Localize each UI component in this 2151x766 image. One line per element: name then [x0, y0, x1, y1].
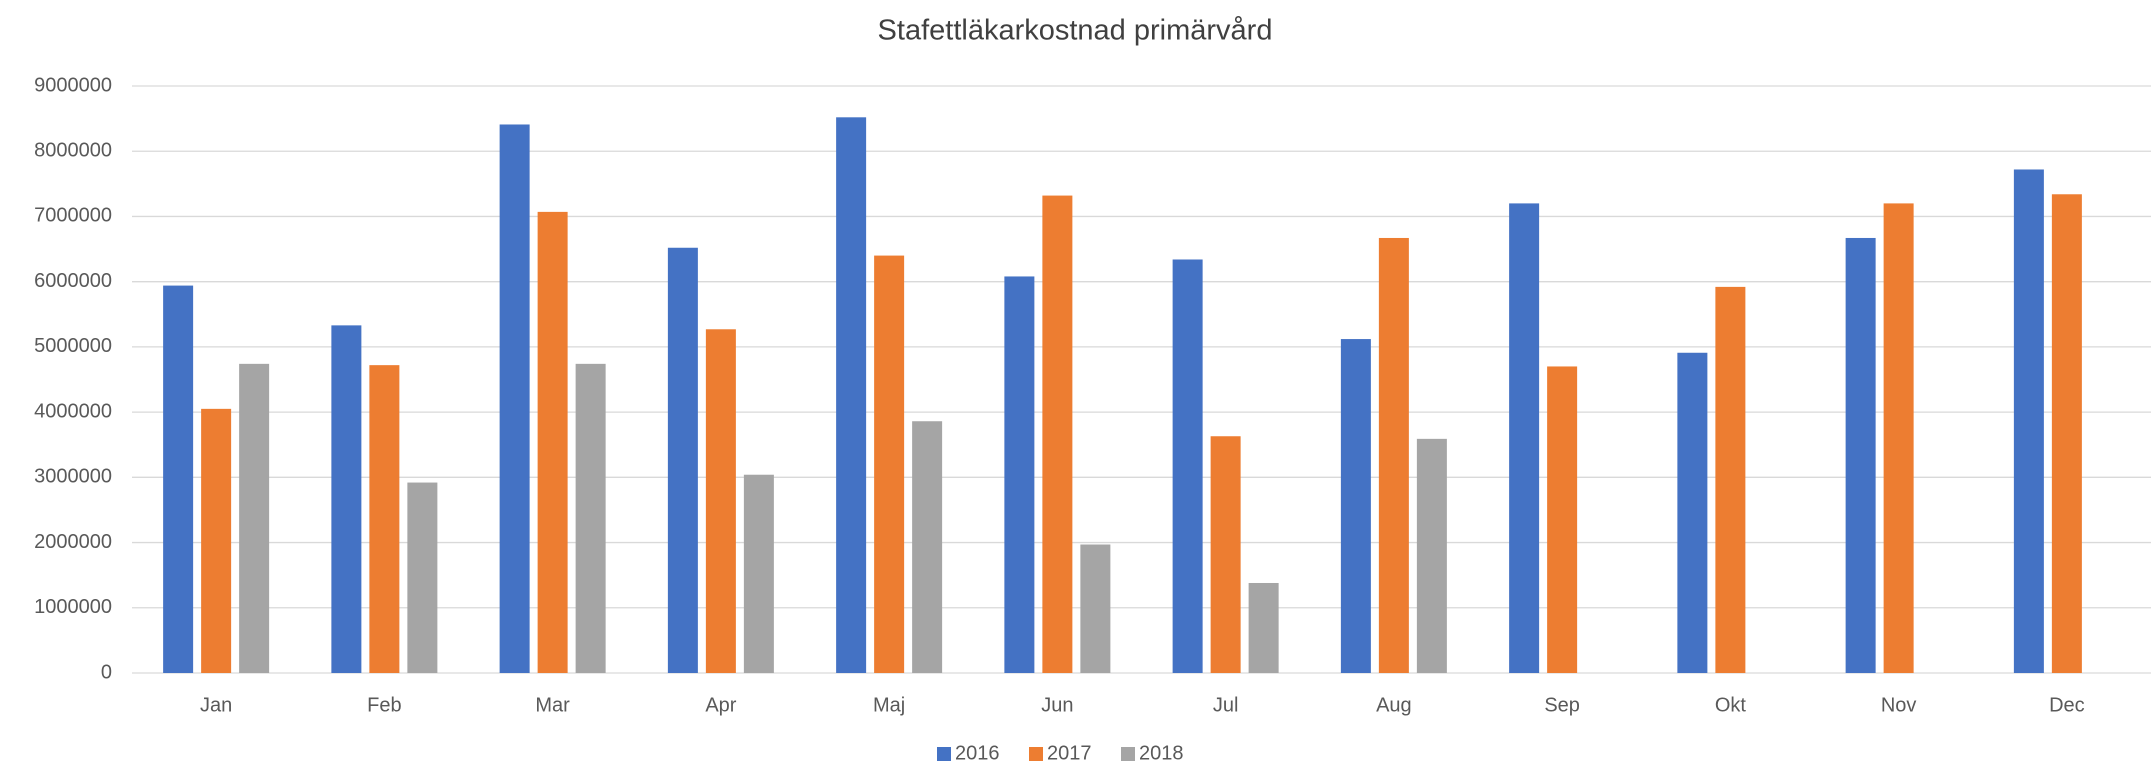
y-tick-label: 1000000: [34, 596, 112, 618]
x-tick-label: Dec: [2049, 694, 2085, 716]
bar: [1172, 259, 1203, 673]
bar: [1004, 276, 1035, 673]
x-tick-label: Jul: [1213, 694, 1239, 716]
bar: [1547, 366, 1578, 673]
x-tick-label: Mar: [535, 694, 570, 716]
bar: [912, 421, 943, 673]
y-tick-label: 3000000: [34, 466, 112, 488]
legend-label: 2018: [1139, 742, 1184, 764]
bar: [1883, 203, 1914, 673]
bar: [836, 117, 867, 674]
x-tick-label: Apr: [705, 694, 736, 716]
bar: [1248, 582, 1279, 673]
y-tick-label: 4000000: [34, 400, 112, 422]
x-tick-label: Jan: [200, 694, 232, 716]
bar: [1509, 203, 1540, 673]
bar: [667, 247, 698, 674]
legend-label: 2016: [955, 742, 1000, 764]
x-tick-label: Okt: [1715, 694, 1747, 716]
x-tick-label: Jun: [1041, 694, 1073, 716]
y-tick-label: 2000000: [34, 531, 112, 553]
bar: [743, 474, 774, 673]
bar: [1210, 436, 1241, 673]
bar: [537, 211, 568, 673]
legend-label: 2017: [1047, 742, 1092, 764]
chart-title: Stafettläkarkostnad primärvård: [878, 15, 1273, 47]
bar: [1416, 438, 1447, 673]
bar: [874, 255, 905, 674]
bar: [2051, 194, 2082, 673]
x-tick-label: Feb: [367, 694, 401, 716]
legend-swatch: [1029, 747, 1043, 761]
bar: [1677, 352, 1708, 673]
bar: [2013, 169, 2044, 674]
bar: [1378, 237, 1409, 673]
legend-swatch: [937, 747, 951, 761]
bar: [163, 285, 194, 673]
y-tick-label: 0: [101, 661, 112, 683]
y-tick-label: 9000000: [34, 74, 112, 96]
bar: [239, 363, 270, 673]
x-tick-label: Nov: [1881, 694, 1917, 716]
x-tick-label: Aug: [1376, 694, 1412, 716]
bar: [1042, 195, 1073, 673]
x-tick-label: Sep: [1544, 694, 1580, 716]
bar: [499, 124, 530, 674]
bar: [331, 325, 362, 673]
bar: [1845, 237, 1876, 673]
bar: [705, 329, 736, 673]
bar: [369, 365, 400, 673]
y-tick-label: 6000000: [34, 270, 112, 292]
bar: [1080, 544, 1111, 673]
x-tick-label: Maj: [873, 694, 905, 716]
bar: [1340, 339, 1371, 673]
bar: [407, 482, 438, 673]
bar: [201, 408, 232, 673]
y-tick-label: 7000000: [34, 205, 112, 227]
bar: [1715, 286, 1746, 673]
legend-swatch: [1121, 747, 1135, 761]
bar: [575, 363, 606, 673]
y-tick-label: 5000000: [34, 335, 112, 357]
y-tick-label: 8000000: [34, 140, 112, 162]
